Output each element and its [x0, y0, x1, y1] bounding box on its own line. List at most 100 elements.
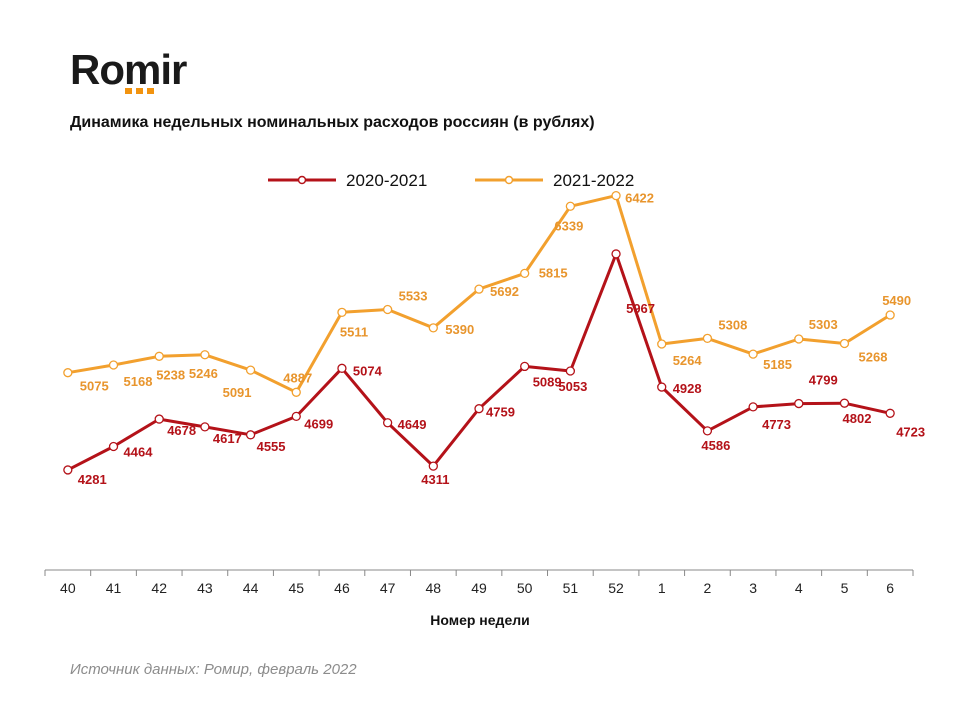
x-tick-label-6: 6 — [886, 580, 894, 596]
data-label-51: 6339 — [554, 218, 583, 233]
data-point-6 — [885, 310, 895, 320]
data-point-3 — [748, 349, 758, 359]
data-point-6 — [885, 408, 895, 418]
x-tick-label-52: 52 — [608, 580, 624, 596]
data-point-42 — [154, 414, 164, 424]
data-point-48 — [428, 461, 438, 471]
data-label-45: 4699 — [304, 416, 333, 431]
data-label-5: 4802 — [843, 411, 872, 426]
data-label-51: 5053 — [558, 379, 587, 394]
logo-text: Romir — [70, 46, 187, 93]
data-label-1: 5264 — [673, 353, 703, 368]
data-label-50: 5089 — [533, 374, 562, 389]
data-label-42: 4678 — [167, 423, 196, 438]
x-tick-label-49: 49 — [471, 580, 487, 596]
data-label-47: 4649 — [398, 417, 427, 432]
data-point-49 — [474, 284, 484, 294]
data-label-41: 4464 — [124, 445, 154, 460]
data-label-3: 4773 — [762, 417, 791, 432]
series-2020-2021 — [63, 249, 895, 475]
data-point-41 — [108, 441, 119, 452]
data-label-40: 4281 — [78, 472, 107, 487]
data-label-43: 4617 — [213, 431, 242, 446]
x-tick-label-2: 2 — [704, 580, 712, 596]
data-point-51 — [565, 201, 576, 211]
legend-swatch-marker — [504, 175, 514, 185]
data-label-2: 5308 — [718, 317, 747, 332]
data-point-44 — [245, 365, 256, 375]
data-label-1: 4928 — [673, 381, 702, 396]
data-label-50: 5815 — [539, 265, 568, 280]
data-label-47: 5533 — [399, 289, 428, 304]
data-point-52 — [611, 190, 621, 201]
data-label-52: 5967 — [626, 301, 655, 316]
data-label-2: 4586 — [701, 438, 730, 453]
data-label-49: 5692 — [490, 284, 519, 299]
data-label-41: 5168 — [124, 374, 153, 389]
x-tick-label-1: 1 — [658, 580, 666, 596]
data-point-45 — [291, 387, 301, 397]
data-label-48: 5390 — [445, 322, 474, 337]
romir-logo: Romir — [70, 46, 187, 94]
series-layer — [63, 190, 895, 475]
data-point-4 — [794, 398, 804, 409]
data-point-2 — [702, 333, 713, 344]
logo-dots — [125, 88, 154, 94]
data-point-46 — [337, 363, 347, 373]
data-label-5: 5268 — [859, 350, 888, 365]
data-point-42 — [154, 351, 164, 361]
x-tick-label-47: 47 — [380, 580, 396, 596]
legend-swatch-marker — [297, 175, 307, 185]
data-point-50 — [520, 268, 530, 279]
data-point-3 — [748, 402, 758, 412]
data-point-2 — [702, 426, 713, 436]
data-label-48: 4311 — [421, 472, 449, 487]
x-tick-label-40: 40 — [60, 580, 76, 596]
data-label-6: 5490 — [882, 293, 911, 308]
data-labels: 5075 5168 5238 5246 5091 4887 5511 5533 5390 5692… — [78, 191, 925, 488]
data-point-40 — [63, 368, 73, 378]
data-label-43: 5246 — [189, 366, 218, 381]
x-tick-label-5: 5 — [841, 580, 849, 596]
x-tick-label-42: 42 — [151, 580, 167, 596]
x-tick-label-50: 50 — [517, 580, 533, 596]
data-point-43 — [200, 422, 210, 432]
legend-item-2021-2022: 2021-2022 — [475, 171, 634, 190]
x-tick-label-44: 44 — [243, 580, 259, 596]
x-axis-label: Номер недели — [430, 612, 529, 628]
data-label-46: 5074 — [353, 363, 383, 378]
data-label-4: 4799 — [809, 373, 838, 388]
data-point-44 — [245, 430, 256, 440]
data-label-6: 4723 — [896, 424, 925, 439]
x-tick-label-46: 46 — [334, 580, 350, 596]
data-point-1 — [657, 339, 667, 349]
data-point-5 — [839, 338, 850, 349]
data-label-52: 6422 — [625, 191, 654, 206]
x-axis: 40 41 42 43 44 45 46 47 48 49 50 51 52 1 2 3 4 5 6 — [44, 569, 914, 596]
x-tick-label-43: 43 — [197, 580, 213, 596]
legend-label: 2021-2022 — [553, 171, 634, 190]
data-point-43 — [200, 350, 210, 360]
x-tick-label-51: 51 — [563, 580, 579, 596]
x-tick-label-45: 45 — [288, 580, 304, 596]
data-point-41 — [108, 360, 119, 370]
source-note: Источник данных: Ромир, февраль 2022 — [70, 661, 357, 678]
data-label-49: 4759 — [486, 405, 515, 420]
data-point-1 — [657, 382, 667, 392]
data-label-44: 4555 — [257, 439, 286, 454]
data-point-47 — [382, 304, 393, 315]
data-point-4 — [794, 334, 804, 344]
data-point-51 — [565, 366, 576, 376]
legend-item-2020-2021: 2020-2021 — [268, 171, 427, 190]
x-tick-label-48: 48 — [426, 580, 442, 596]
data-label-45: 4887 — [283, 370, 312, 385]
data-point-45 — [291, 411, 301, 422]
data-point-52 — [611, 249, 621, 259]
data-point-50 — [520, 361, 530, 372]
x-tick-label-3: 3 — [749, 580, 757, 596]
series-2021-2022 — [63, 190, 895, 397]
data-label-4: 5303 — [809, 317, 838, 332]
data-point-5 — [839, 398, 850, 408]
legend: 2020-2021 2021-2022 — [268, 171, 634, 190]
